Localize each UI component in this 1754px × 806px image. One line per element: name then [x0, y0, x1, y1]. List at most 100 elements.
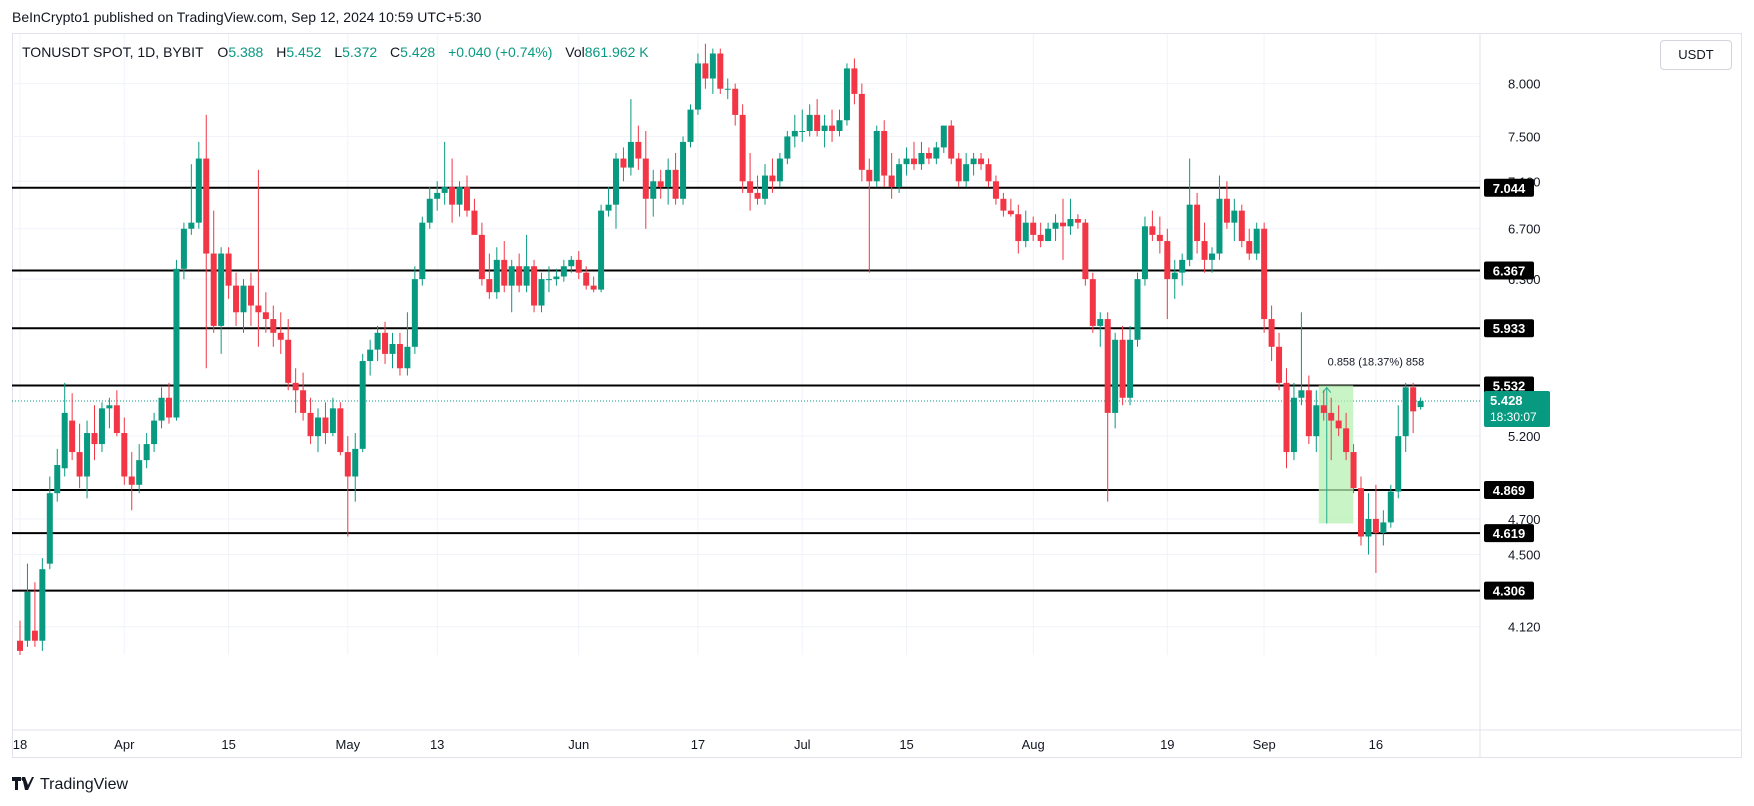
price-tick-label: 8.000	[1508, 77, 1541, 92]
candle-body	[732, 88, 739, 115]
candle-body	[84, 433, 91, 477]
candle-body	[538, 279, 545, 306]
candle-body	[1380, 522, 1387, 533]
candle-body	[404, 346, 411, 369]
candle-body	[985, 164, 992, 182]
candle-body	[970, 158, 977, 165]
candle-body	[1164, 241, 1171, 280]
candle-body	[1350, 452, 1357, 489]
candle-body	[389, 343, 396, 354]
candle-body	[1365, 518, 1372, 537]
tradingview-logo-icon	[12, 775, 34, 795]
candle-body	[1052, 222, 1059, 229]
candle-body	[456, 187, 463, 205]
candle-body	[992, 181, 999, 199]
candle-body	[784, 136, 791, 159]
candle-body	[1022, 222, 1029, 242]
candle-body	[918, 152, 925, 165]
candle-body	[322, 417, 329, 434]
time-tick-label: Sep	[1253, 737, 1276, 752]
measure-label: 0.858 (18.37%) 858	[1328, 357, 1425, 369]
candle-body	[166, 397, 172, 418]
candle-body	[426, 198, 433, 223]
candle-body	[233, 285, 240, 313]
candle-body	[54, 465, 61, 494]
candle-body	[978, 158, 985, 165]
candle-body	[694, 63, 701, 110]
time-tick-label: Jun	[568, 737, 589, 752]
candle-body	[665, 169, 672, 188]
candle-body	[605, 204, 612, 211]
candle-body	[188, 222, 195, 229]
candle-body	[747, 181, 754, 193]
candle-body	[195, 158, 202, 223]
candle-body	[359, 361, 366, 449]
price-tick-label: 5.200	[1508, 429, 1541, 444]
candle-body	[1231, 210, 1238, 223]
candle-body	[575, 259, 582, 273]
candle-body	[486, 279, 493, 293]
candle-body	[31, 630, 38, 641]
candle-body	[642, 158, 649, 199]
candle-body	[1238, 210, 1245, 242]
candle-body	[1223, 198, 1230, 223]
candle-body	[225, 253, 232, 286]
candle-body	[1134, 279, 1141, 340]
candle-body	[1119, 339, 1126, 398]
candle-body	[247, 285, 254, 306]
candle-body	[1194, 204, 1201, 242]
level-tag	[1484, 481, 1534, 500]
candle-body	[508, 266, 515, 286]
price-axis: 8.0007.5007.1006.7006.3005.2004.7004.500…	[1484, 77, 1550, 635]
candle-body	[419, 222, 426, 280]
candle-body	[791, 130, 798, 137]
time-tick-label: 19	[1160, 737, 1174, 752]
candle-body	[1253, 228, 1260, 254]
candle-body	[17, 640, 23, 651]
legend-symbol: TONUSDT SPOT, 1D, BYBIT	[22, 44, 204, 60]
candle-body	[672, 169, 679, 199]
candle-body	[516, 266, 523, 286]
level-label: 5.532	[1493, 379, 1526, 394]
candle-body	[270, 319, 277, 333]
candle-body	[858, 93, 865, 170]
tradingview-logo[interactable]: TradingView	[12, 775, 128, 795]
candle-body	[1283, 382, 1290, 453]
candle-body	[285, 339, 292, 383]
candle-body	[724, 88, 731, 90]
currency-button[interactable]: USDT	[1660, 40, 1732, 70]
candle-body	[1097, 319, 1104, 326]
candle-body	[1015, 214, 1022, 242]
candle-body	[1290, 397, 1297, 453]
candle-body	[799, 130, 806, 132]
candle-body	[471, 210, 478, 235]
candle-body	[948, 125, 955, 159]
candle-body	[218, 253, 225, 326]
candle-body	[1037, 234, 1044, 242]
candle-body	[762, 175, 768, 199]
time-tick-label: 13	[430, 737, 444, 752]
horizontal-levels	[12, 186, 1480, 592]
current-price-value: 5.428	[1490, 393, 1523, 408]
level-tag	[1484, 524, 1534, 543]
candle-body	[702, 63, 709, 79]
candle-body	[829, 125, 836, 131]
candle-body	[1261, 228, 1268, 320]
candle-body	[1127, 339, 1134, 398]
level-label: 6.367	[1493, 263, 1526, 278]
legend-open-label: O	[217, 44, 229, 60]
chart-pane[interactable]	[12, 33, 1742, 758]
legend-close-label: C	[390, 44, 401, 60]
candle-body	[1387, 491, 1394, 523]
publisher-info: BeInCrypto1 published on TradingView.com…	[12, 9, 482, 25]
candle-body	[307, 412, 314, 437]
candle-body	[568, 259, 575, 267]
level-label: 4.869	[1493, 483, 1526, 498]
candle-body	[888, 175, 895, 188]
legend-low: 5.372	[342, 44, 378, 60]
candle-body	[300, 390, 307, 413]
candle-body	[709, 53, 716, 79]
candle-body	[590, 285, 597, 290]
candle-body	[843, 68, 850, 121]
